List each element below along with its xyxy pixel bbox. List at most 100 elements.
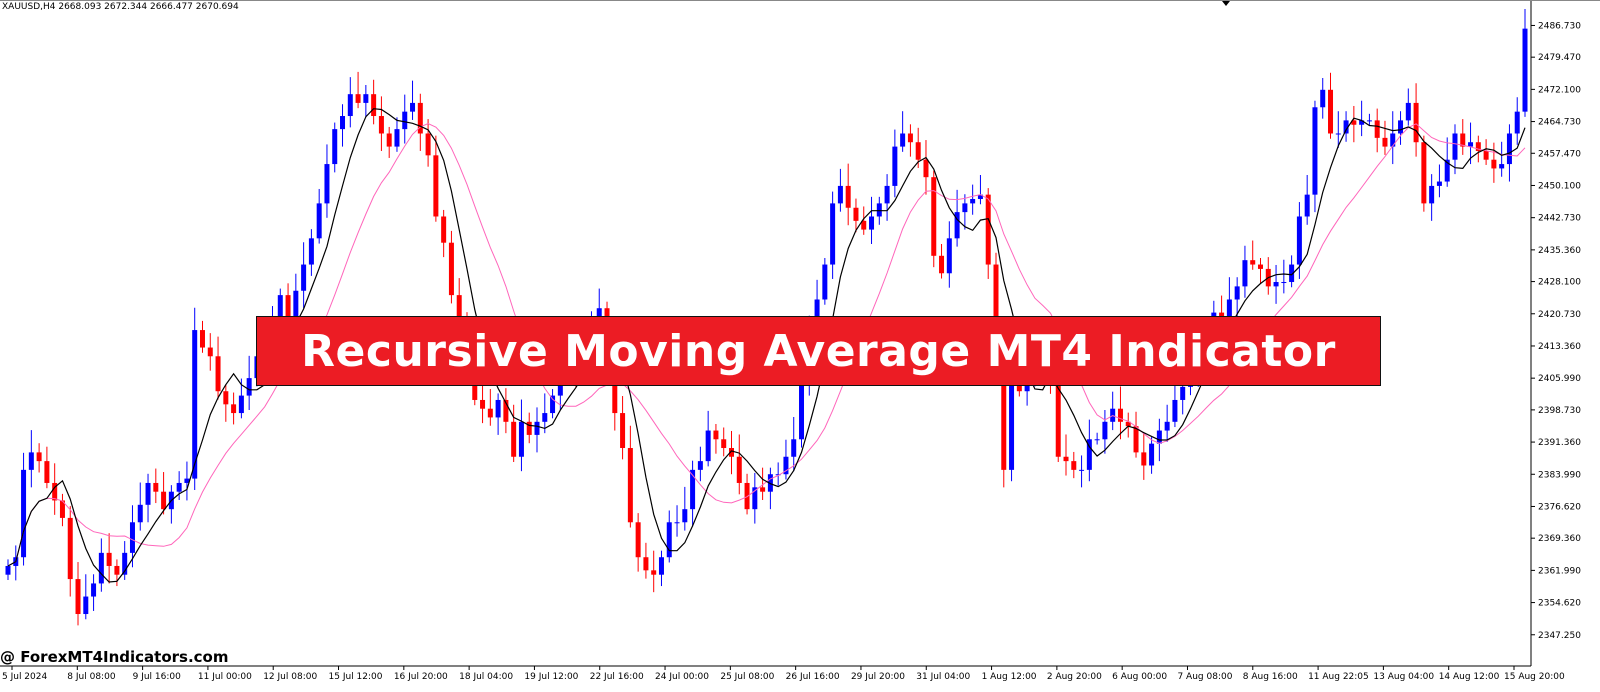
candle-body — [21, 469, 27, 558]
candle-body — [1125, 421, 1131, 427]
candle-body — [448, 242, 454, 296]
candle-body — [1141, 452, 1147, 466]
y-tick-label: 2464.730 — [1538, 118, 1581, 128]
candle-body — [36, 452, 42, 462]
candle-body — [371, 94, 377, 117]
candle-body — [954, 212, 960, 239]
candle-body — [238, 395, 244, 414]
x-tick-label: 18 Jul 04:00 — [459, 672, 513, 682]
candle-body — [1328, 89, 1334, 134]
candle-body — [340, 116, 346, 130]
candle-body — [184, 478, 190, 483]
x-tick-label: 11 Jul 00:00 — [198, 672, 252, 682]
candle-body — [1522, 28, 1528, 112]
candle-body — [129, 522, 135, 553]
candle-body — [1180, 386, 1186, 400]
candle-body — [410, 102, 416, 112]
candle-body — [363, 94, 369, 103]
candle-body — [814, 299, 820, 331]
x-tick-label: 13 Aug 04:00 — [1373, 672, 1434, 682]
candle-body — [5, 565, 11, 575]
y-tick-label: 2420.730 — [1538, 310, 1581, 320]
candle-body — [1102, 421, 1108, 440]
x-tick-label: 14 Aug 12:00 — [1439, 672, 1500, 682]
candle-body — [308, 238, 314, 265]
candle-body — [526, 421, 532, 435]
watermark: @ ForexMT4Indicators.com — [0, 648, 229, 666]
candle-body — [1172, 399, 1178, 422]
candle-body — [106, 552, 112, 566]
candle-body — [985, 194, 991, 265]
candle-body — [1374, 120, 1380, 138]
candle-body — [1063, 456, 1069, 462]
candle-body — [511, 421, 517, 457]
candle-body — [91, 583, 97, 597]
candle-body — [59, 500, 65, 518]
x-tick-label: 26 Jul 16:00 — [786, 672, 840, 682]
candle-body — [1475, 142, 1481, 151]
candle-body — [1312, 107, 1318, 195]
candle-body — [705, 430, 711, 462]
candle-body — [861, 220, 867, 230]
x-tick-label: 24 Jul 00:00 — [655, 672, 709, 682]
candle-body — [518, 421, 524, 457]
candle-body — [1320, 89, 1326, 108]
candle-body — [651, 570, 657, 575]
y-tick-label: 2347.250 — [1538, 631, 1581, 641]
candle-body — [534, 421, 540, 435]
y-tick-label: 2369.360 — [1538, 534, 1581, 544]
x-tick-label: 8 Aug 16:00 — [1243, 672, 1298, 682]
candle-body — [550, 395, 556, 414]
fast-ma-line — [7, 108, 1526, 583]
shift-marker-icon — [1222, 1, 1230, 6]
candle-body — [1164, 421, 1170, 431]
candle-body — [316, 203, 322, 239]
candle-body — [207, 347, 213, 357]
candle-body — [1071, 461, 1077, 470]
candle-body — [674, 522, 680, 524]
candle-body — [931, 177, 937, 256]
candle-body — [728, 448, 734, 457]
candle-body — [1234, 286, 1240, 300]
y-tick-label: 2457.470 — [1538, 149, 1581, 159]
candle-body — [98, 552, 104, 584]
candle-body — [1452, 133, 1458, 160]
candle-body — [666, 522, 672, 558]
candle-body — [277, 295, 283, 326]
candle-body — [246, 378, 252, 396]
candle-body — [153, 482, 159, 492]
candle-body — [1514, 111, 1520, 134]
candle-body — [1506, 133, 1512, 165]
candle-body — [1149, 443, 1155, 466]
candle-body — [215, 356, 221, 392]
title-banner: Recursive Moving Average MT4 Indicator — [256, 316, 1381, 386]
candle-body — [114, 565, 120, 575]
candle-body — [767, 474, 773, 492]
candle-body — [907, 133, 913, 143]
candle-body — [1343, 120, 1349, 134]
candle-body — [417, 102, 423, 134]
y-tick-label: 2361.990 — [1538, 566, 1581, 576]
candle-body — [332, 129, 338, 165]
candle-body — [542, 413, 548, 422]
candle-body — [122, 552, 128, 575]
y-tick-label: 2354.620 — [1538, 599, 1581, 609]
candle-body — [1117, 408, 1123, 422]
candle-body — [1273, 282, 1279, 287]
candle-body — [845, 185, 851, 208]
candle-body — [44, 461, 50, 483]
candle-body — [1366, 120, 1372, 122]
x-tick-label: 25 Jul 08:00 — [720, 672, 774, 682]
candle-body — [324, 164, 330, 204]
y-tick-label: 2450.100 — [1538, 181, 1581, 191]
candle-body — [293, 290, 299, 317]
candle-body — [1405, 102, 1411, 121]
candle-body — [690, 469, 696, 510]
candle-body — [1491, 159, 1497, 169]
candle-body — [1094, 439, 1100, 441]
candle-body — [869, 216, 875, 230]
candle-body — [223, 391, 229, 405]
x-tick-label: 31 Jul 04:00 — [916, 672, 970, 682]
candle-body — [1086, 439, 1092, 470]
